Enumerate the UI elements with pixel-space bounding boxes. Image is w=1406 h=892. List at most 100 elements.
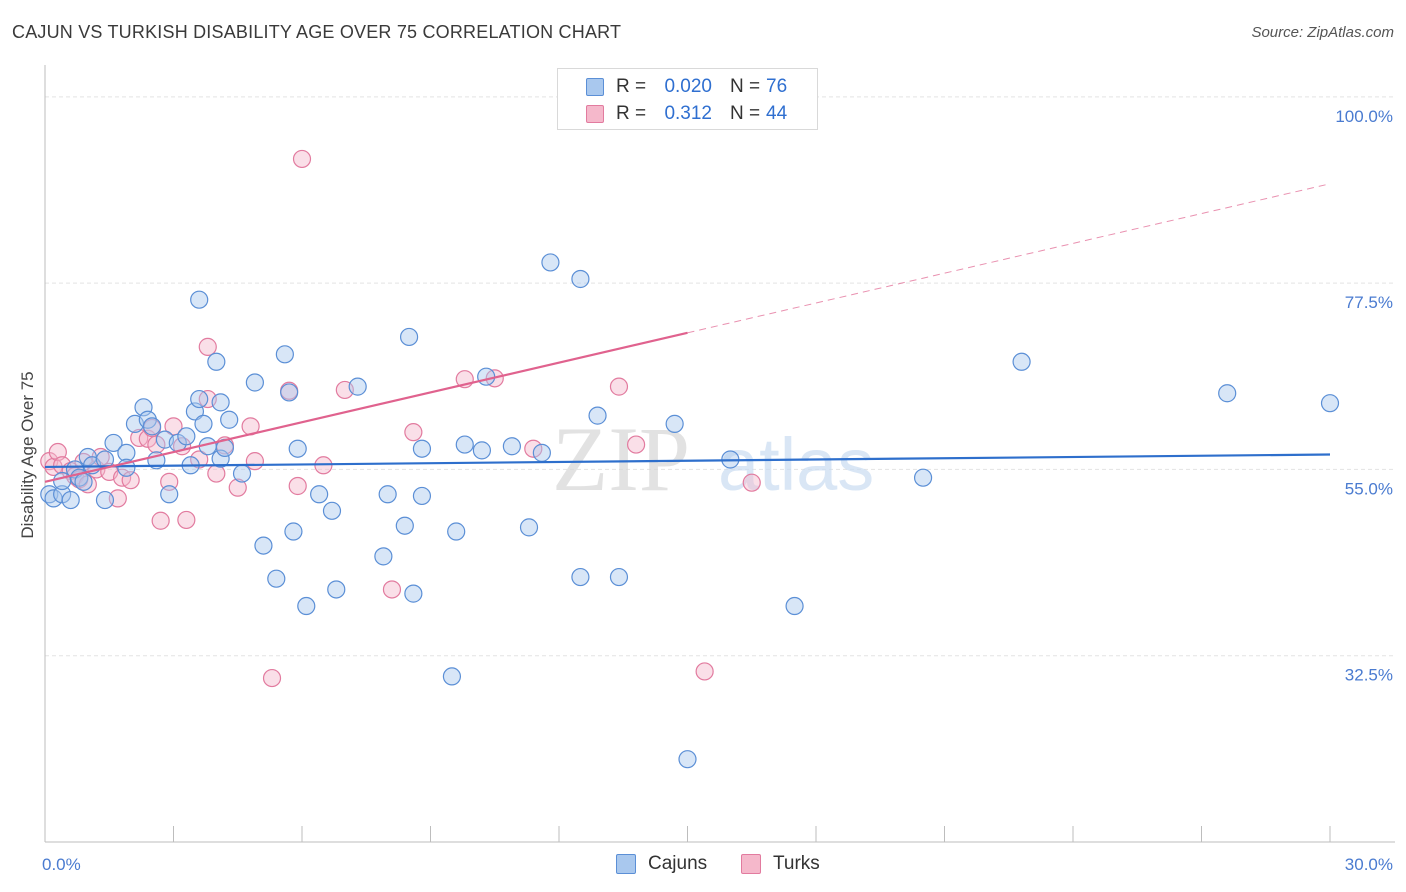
cajun-point [117, 443, 136, 462]
cajun-trend-line [44, 453, 1331, 469]
turk-point [160, 472, 179, 491]
cajun-point [232, 464, 252, 483]
turk-point [164, 417, 183, 436]
cajun-point [190, 389, 209, 409]
cajun-point [477, 367, 496, 386]
x-tick-labels: 0.0% 30.0% [42, 855, 1393, 874]
y-tick-label: 32.5% [1345, 666, 1393, 685]
cajun-point [665, 414, 684, 433]
cajun-point [571, 567, 590, 587]
cajun-point [378, 485, 397, 504]
y-tick-label: 55.0% [1345, 479, 1393, 498]
turk-point [695, 662, 714, 681]
turk-point [147, 435, 166, 454]
cajun-point [95, 490, 115, 510]
cajun-point [280, 383, 299, 402]
turk-trend-extension [687, 183, 1331, 334]
cajun-point [220, 410, 239, 429]
watermark: ZIP atlas [552, 408, 874, 510]
cajun-point [142, 417, 162, 436]
y-tick-label: 77.5% [1345, 293, 1393, 312]
y-axis-label: Disability Age Over 75 [18, 371, 37, 538]
cajun-point [211, 393, 230, 412]
cajun-point [455, 435, 474, 454]
cajun-point [588, 406, 607, 425]
cajun-point [207, 352, 226, 371]
turk-point [288, 476, 307, 496]
cajun-point [104, 433, 123, 453]
watermark-zip: ZIP [552, 408, 690, 510]
r-label: R = [616, 103, 647, 124]
turk-point [626, 435, 646, 454]
cajun-point [288, 439, 307, 458]
turk-point [609, 377, 629, 396]
y-tick-label: 100.0% [1335, 107, 1393, 126]
cajun-point [348, 377, 367, 396]
legend-label: Cajuns [648, 853, 708, 874]
cajun-point [785, 596, 804, 616]
cajun-point [327, 580, 346, 599]
turk-trend-line [44, 331, 688, 483]
cajun-point [275, 345, 294, 364]
legend-row-turks: R = 0.312 N = 44 [558, 100, 817, 128]
cajun-swatch [616, 854, 636, 874]
cajun-point [609, 567, 629, 587]
cajun-point [447, 522, 466, 541]
cajun-point [412, 439, 432, 458]
x-tick-label: 0.0% [42, 855, 81, 874]
chart-title: CAJUN VS TURKISH DISABILITY AGE OVER 75 … [12, 22, 622, 42]
turk-point [292, 149, 312, 169]
turk-swatch [741, 854, 761, 874]
correlation-legend: R = 0.020 N = 76 R = 0.312 N = 44 [557, 68, 818, 130]
turk-point [151, 511, 170, 530]
cajun-point [245, 373, 264, 392]
r-value: 0.312 [664, 103, 712, 124]
watermark-atlas: atlas [718, 423, 874, 506]
cajun-point [322, 501, 342, 520]
series-cajuns [40, 253, 1340, 769]
source-credit: Source: ZipAtlas.com [1251, 24, 1394, 41]
cajun-point [310, 485, 329, 504]
cajun-point [412, 486, 432, 506]
cajun-point [502, 437, 521, 456]
cajun-point [211, 449, 230, 468]
cajun-point [297, 596, 316, 616]
turk-point [228, 478, 247, 497]
turk-swatch [586, 105, 604, 123]
cajun-swatch [586, 78, 604, 96]
turk-point [262, 668, 282, 688]
cajun-point [284, 522, 303, 541]
cajun-point [374, 547, 393, 566]
cajun-point [404, 584, 423, 603]
turk-point [207, 464, 226, 483]
cajun-point [399, 327, 419, 347]
n-value: 44 [766, 103, 788, 124]
cajun-point [194, 414, 213, 433]
r-value: 0.020 [664, 76, 712, 97]
n-label: N = [730, 76, 761, 97]
cajun-point [472, 441, 491, 460]
legend-row-cajuns: R = 0.020 N = 76 [558, 73, 817, 101]
y-tick-labels: 100.0% 77.5% 55.0% 32.5% [1335, 107, 1393, 685]
cajun-point [177, 427, 196, 446]
cajun-point [190, 290, 209, 309]
cajun-point [1218, 384, 1237, 403]
turk-point [382, 580, 402, 599]
x-tick-label: 30.0% [1345, 855, 1393, 874]
cajun-point [1320, 394, 1340, 413]
turk-point [742, 473, 761, 492]
cajun-point [519, 518, 539, 537]
cajun-point [571, 269, 590, 289]
cajun-point [61, 490, 80, 510]
cajun-point [913, 468, 933, 487]
cajun-point [678, 750, 697, 769]
turk-point [198, 337, 217, 356]
series-legend: Cajuns Turks [0, 852, 1406, 878]
trend-lines [44, 183, 1331, 483]
series-turks [40, 87, 761, 688]
n-label: N = [730, 103, 761, 124]
cajun-point [74, 472, 93, 491]
cajun-point [541, 253, 560, 272]
n-value: 76 [766, 76, 788, 97]
cajun-point [395, 516, 414, 535]
